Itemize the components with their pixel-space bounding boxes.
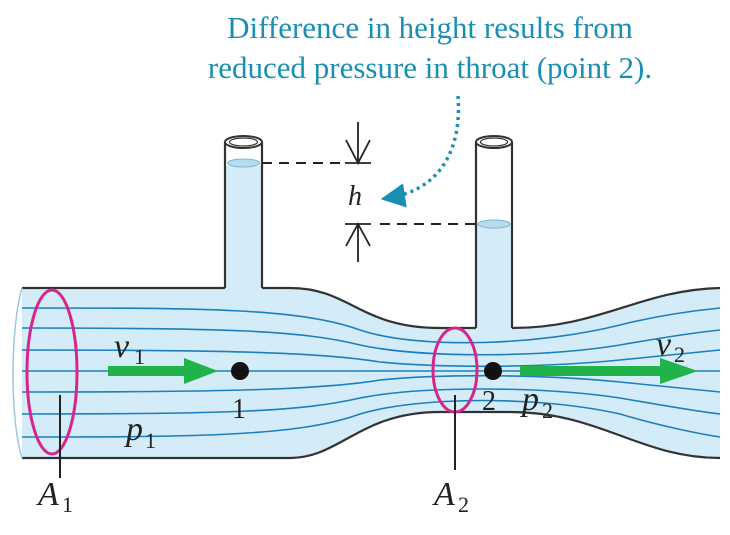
point-1-label: 1 <box>232 394 246 425</box>
caption-arrow <box>380 95 461 208</box>
A1-label: A <box>36 476 59 513</box>
caption: Difference in height results from reduce… <box>150 8 710 88</box>
A2-label: A <box>432 476 455 513</box>
streamline <box>21 349 721 368</box>
p1-subscript: 1 <box>145 428 156 453</box>
velocity-arrow-2 <box>520 358 698 384</box>
p1-label: p <box>124 411 143 448</box>
caption-line-1: Difference in height results from <box>227 10 633 45</box>
streamline <box>21 374 721 393</box>
streamline <box>21 327 721 356</box>
v2-label: v <box>656 326 672 363</box>
A1-subscript: 1 <box>62 492 73 517</box>
manometer-tube-2 <box>474 135 514 330</box>
v2-subscript: 2 <box>674 342 685 367</box>
v1-subscript: 1 <box>134 344 145 369</box>
p2-subscript: 2 <box>542 398 553 423</box>
height-marker <box>345 122 371 262</box>
pipe-outline-top <box>22 286 721 330</box>
area-ellipse-1 <box>25 288 79 456</box>
streamline <box>21 399 721 438</box>
caption-line-2: reduced pressure in throat (point 2). <box>207 50 653 85</box>
point-2-dot <box>484 362 502 380</box>
p2-label: p <box>520 381 539 418</box>
manometer-tube-1 <box>223 135 264 288</box>
pipe-left-end <box>12 287 23 459</box>
velocity-arrow-1 <box>108 358 218 384</box>
streamline <box>21 388 721 415</box>
h-label: h <box>348 181 362 212</box>
v1-label: v <box>114 328 130 365</box>
point-1-dot <box>231 362 249 380</box>
point-2-label: 2 <box>482 386 496 417</box>
A2-subscript: 2 <box>458 492 469 517</box>
streamline <box>21 307 721 344</box>
pipe-outline-bottom <box>22 410 721 460</box>
